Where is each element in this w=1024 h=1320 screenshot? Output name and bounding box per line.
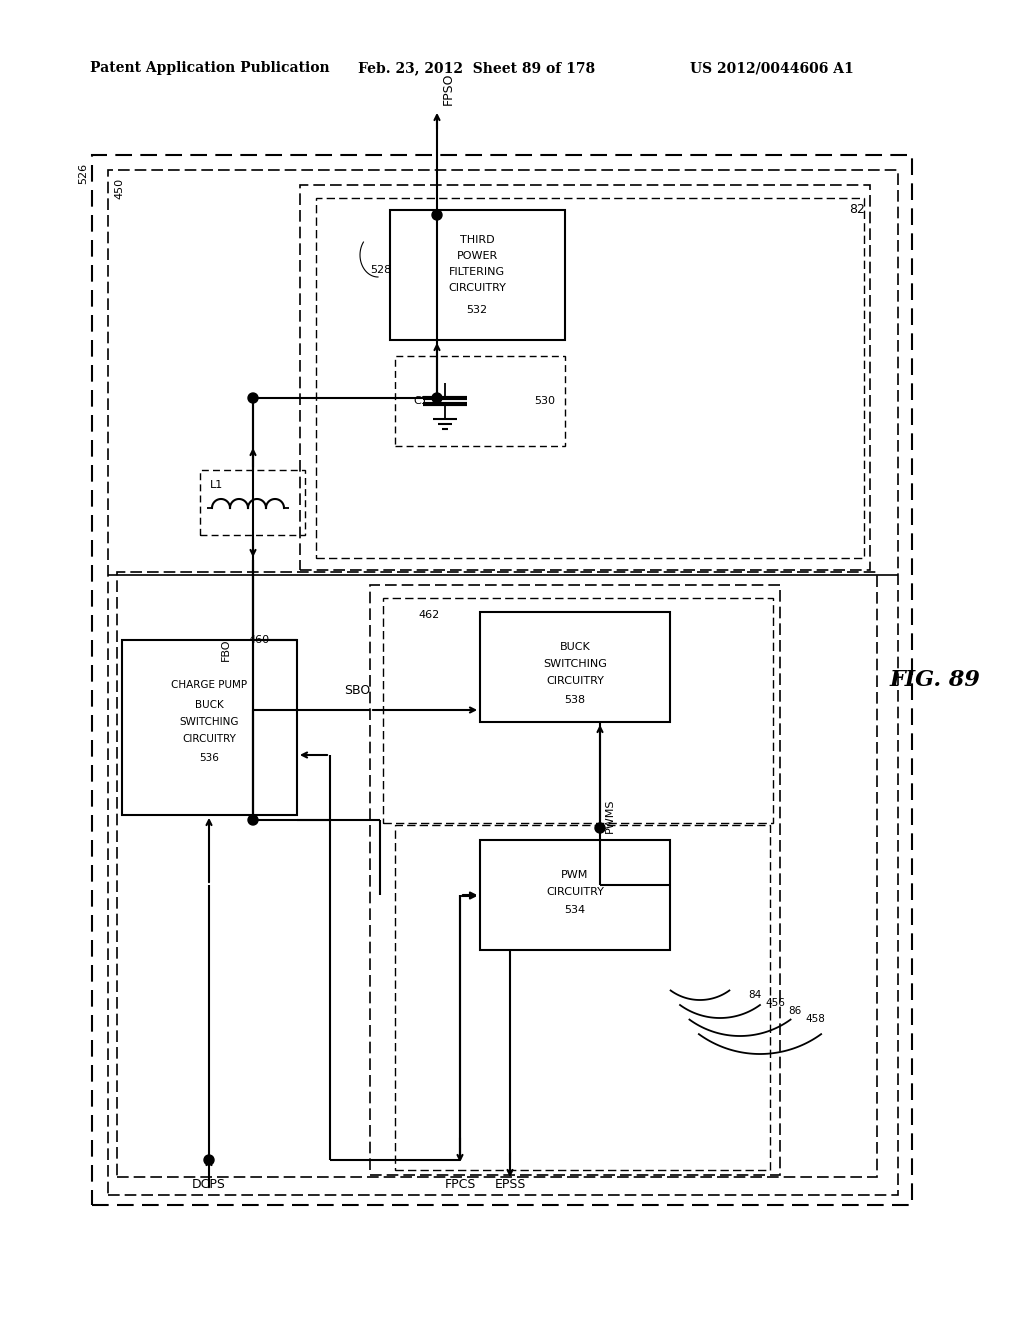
Text: CIRCUITRY: CIRCUITRY	[182, 734, 236, 744]
Bar	[300, 185, 870, 570]
Text: CIRCUITRY: CIRCUITRY	[449, 282, 506, 293]
Text: 456: 456	[765, 998, 785, 1008]
Text: 86: 86	[788, 1006, 802, 1016]
Text: 458: 458	[805, 1014, 825, 1024]
Text: FILTERING: FILTERING	[449, 267, 505, 277]
Text: 460: 460	[248, 635, 269, 645]
Bar	[117, 572, 877, 1177]
Bar	[200, 470, 305, 535]
Circle shape	[204, 1155, 214, 1166]
Text: POWER: POWER	[457, 251, 498, 261]
Text: THIRD: THIRD	[460, 235, 495, 246]
Bar	[316, 198, 864, 558]
Bar	[395, 825, 770, 1170]
Text: 82: 82	[849, 203, 865, 216]
Text: CIRCUITRY: CIRCUITRY	[546, 676, 604, 686]
Bar	[92, 154, 912, 1205]
Bar	[383, 598, 773, 822]
Text: Feb. 23, 2012  Sheet 89 of 178: Feb. 23, 2012 Sheet 89 of 178	[358, 61, 595, 75]
Text: CIRCUITRY: CIRCUITRY	[546, 887, 604, 898]
Circle shape	[432, 393, 442, 403]
Text: 534: 534	[564, 906, 586, 915]
Text: SWITCHING: SWITCHING	[543, 659, 607, 669]
Text: BUCK: BUCK	[560, 642, 591, 652]
Bar	[370, 585, 780, 1175]
Text: C1: C1	[413, 396, 428, 407]
Circle shape	[248, 814, 258, 825]
Bar	[122, 640, 297, 814]
Text: SWITCHING: SWITCHING	[179, 717, 239, 727]
Text: 528: 528	[370, 265, 391, 275]
Bar	[480, 840, 670, 950]
Bar	[395, 356, 565, 446]
Bar	[390, 210, 565, 341]
Text: 536: 536	[199, 752, 219, 763]
Text: FPSO: FPSO	[442, 73, 455, 106]
Bar	[108, 170, 898, 1195]
Text: Patent Application Publication: Patent Application Publication	[90, 61, 330, 75]
Text: FPCS: FPCS	[444, 1179, 476, 1192]
Text: 538: 538	[564, 696, 586, 705]
Text: EPSS: EPSS	[495, 1179, 525, 1192]
Text: BUCK: BUCK	[195, 700, 223, 710]
Text: DCPS: DCPS	[193, 1179, 226, 1192]
Text: 462: 462	[418, 610, 439, 620]
Circle shape	[595, 822, 605, 833]
Text: FBO: FBO	[221, 639, 231, 661]
Text: PWM: PWM	[561, 870, 589, 880]
Text: 450: 450	[114, 178, 124, 199]
Text: 526: 526	[78, 162, 88, 183]
Text: CHARGE PUMP: CHARGE PUMP	[171, 680, 247, 690]
Circle shape	[432, 210, 442, 220]
Text: L1: L1	[210, 480, 223, 490]
Text: FIG. 89: FIG. 89	[890, 669, 981, 690]
Text: SBO: SBO	[344, 684, 370, 697]
Text: 532: 532	[467, 305, 487, 315]
Circle shape	[248, 393, 258, 403]
Text: 84: 84	[749, 990, 762, 1001]
Text: US 2012/0044606 A1: US 2012/0044606 A1	[690, 61, 854, 75]
Bar	[480, 612, 670, 722]
Text: PWMS: PWMS	[605, 799, 615, 833]
Text: 530: 530	[535, 396, 555, 407]
